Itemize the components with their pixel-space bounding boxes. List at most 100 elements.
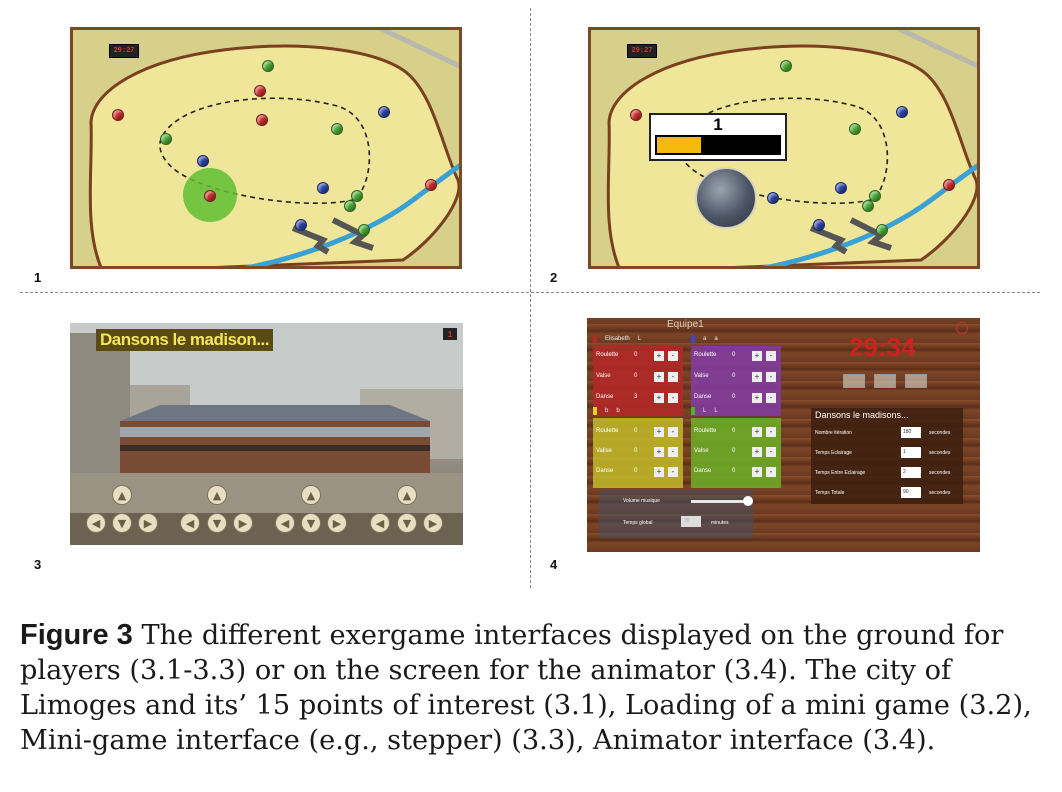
loading-indicator: 1: [649, 113, 787, 161]
stepper-up-button[interactable]: ▲: [112, 485, 132, 505]
team-member: L: [714, 408, 718, 414]
minus-button[interactable]: -: [766, 447, 776, 457]
plus-button[interactable]: +: [752, 351, 762, 361]
control-button[interactable]: [843, 374, 865, 388]
stepper-down-button[interactable]: ▼: [207, 513, 227, 533]
poi-marker[interactable]: [780, 60, 792, 72]
team-row: Valse 0 + -: [596, 371, 681, 383]
minus-button[interactable]: -: [766, 351, 776, 361]
plus-button[interactable]: +: [654, 427, 664, 437]
stepper-left-button[interactable]: ◀: [275, 513, 295, 533]
panel-number: 4: [550, 557, 558, 572]
minus-button[interactable]: -: [668, 393, 678, 403]
plus-button[interactable]: +: [654, 351, 664, 361]
poi-marker[interactable]: [862, 200, 874, 212]
stepper-right-button[interactable]: ▶: [423, 513, 443, 533]
poi-marker[interactable]: [317, 182, 329, 194]
poi-marker[interactable]: [160, 133, 172, 145]
team-row: Roulette 0 + -: [596, 350, 681, 362]
stepper-up-button[interactable]: ▲: [207, 485, 227, 505]
plus-button[interactable]: +: [654, 447, 664, 457]
minus-button[interactable]: -: [766, 427, 776, 437]
poi-marker[interactable]: [849, 123, 861, 135]
minus-button[interactable]: -: [668, 351, 678, 361]
stepper-left-button[interactable]: ◀: [86, 513, 106, 533]
plus-button[interactable]: +: [654, 467, 664, 477]
row-value: 0: [634, 352, 638, 358]
settings-row: Temps Totale 90 secondes: [815, 486, 961, 500]
plus-button[interactable]: +: [752, 427, 762, 437]
music-volume-label: Volume musique: [623, 498, 660, 504]
poi-marker[interactable]: [767, 192, 779, 204]
global-time-input[interactable]: 30: [681, 516, 701, 527]
row-value: 0: [634, 448, 638, 454]
setting-unit: secondes: [929, 470, 951, 476]
team-flag: [593, 407, 597, 415]
stepper-down-button[interactable]: ▼: [301, 513, 321, 533]
plus-button[interactable]: +: [752, 447, 762, 457]
poi-marker[interactable]: [197, 155, 209, 167]
poi-marker[interactable]: [630, 109, 642, 121]
caption-text: The different exergame interfaces displa…: [20, 620, 1032, 756]
stepper-down-button[interactable]: ▼: [112, 513, 132, 533]
stepper-left-button[interactable]: ◀: [180, 513, 200, 533]
music-volume-slider[interactable]: [691, 500, 747, 503]
stepper-right-button[interactable]: ▶: [327, 513, 347, 533]
poi-marker[interactable]: [358, 224, 370, 236]
team-header: Elisabeth L: [593, 334, 641, 344]
stepper-right-button[interactable]: ▶: [138, 513, 158, 533]
poi-marker[interactable]: [813, 219, 825, 231]
close-icon[interactable]: [956, 322, 968, 334]
stepper-down-button[interactable]: ▼: [397, 513, 417, 533]
poi-marker[interactable]: [869, 190, 881, 202]
poi-marker[interactable]: [112, 109, 124, 121]
minus-button[interactable]: -: [668, 467, 678, 477]
loading-bar: [655, 135, 781, 155]
minus-button[interactable]: -: [766, 372, 776, 382]
stepper-up-button[interactable]: ▲: [301, 485, 321, 505]
stepper-left-button[interactable]: ◀: [370, 513, 390, 533]
stepper-up-button[interactable]: ▲: [397, 485, 417, 505]
plus-button[interactable]: +: [654, 372, 664, 382]
mini-game-title: Dansons le madison...: [96, 329, 273, 351]
poi-marker[interactable]: [204, 190, 216, 202]
setting-input[interactable]: 180: [901, 427, 921, 438]
music-volume-knob[interactable]: [743, 496, 753, 506]
poi-marker[interactable]: [331, 123, 343, 135]
poi-marker[interactable]: [256, 114, 268, 126]
poi-marker[interactable]: [378, 106, 390, 118]
poi-marker[interactable]: [876, 224, 888, 236]
setting-input[interactable]: 90: [901, 487, 921, 498]
minus-button[interactable]: -: [668, 447, 678, 457]
control-button[interactable]: [874, 374, 896, 388]
poi-marker[interactable]: [351, 190, 363, 202]
plus-button[interactable]: +: [752, 372, 762, 382]
minus-button[interactable]: -: [668, 372, 678, 382]
poi-marker[interactable]: [262, 60, 274, 72]
poi-marker[interactable]: [295, 219, 307, 231]
row-label: Roulette: [694, 428, 717, 434]
minus-button[interactable]: -: [766, 467, 776, 477]
team-panel: a a Roulette 0 + - Valse 0 + - Danse 0 + -: [691, 335, 781, 416]
plus-button[interactable]: +: [752, 467, 762, 477]
plus-button[interactable]: +: [752, 393, 762, 403]
global-time-unit: minutes: [711, 520, 729, 526]
stepper-right-button[interactable]: ▶: [233, 513, 253, 533]
plus-button[interactable]: +: [654, 393, 664, 403]
minus-button[interactable]: -: [668, 427, 678, 437]
panel-number: 2: [550, 270, 558, 285]
poi-marker[interactable]: [254, 85, 266, 97]
poi-marker[interactable]: [835, 182, 847, 194]
poi-marker[interactable]: [943, 179, 955, 191]
setting-input[interactable]: 1: [901, 447, 921, 458]
mini-game-settings: Dansons le madisons... Nombre itération 1…: [811, 408, 963, 504]
team-row: Roulette 0 + -: [596, 426, 681, 438]
row-value: 0: [732, 448, 736, 454]
poi-marker[interactable]: [425, 179, 437, 191]
control-button[interactable]: [905, 374, 927, 388]
minus-button[interactable]: -: [766, 393, 776, 403]
panel-number: 3: [34, 557, 42, 572]
poi-marker[interactable]: [896, 106, 908, 118]
poi-marker[interactable]: [344, 200, 356, 212]
setting-input[interactable]: 2: [901, 467, 921, 478]
